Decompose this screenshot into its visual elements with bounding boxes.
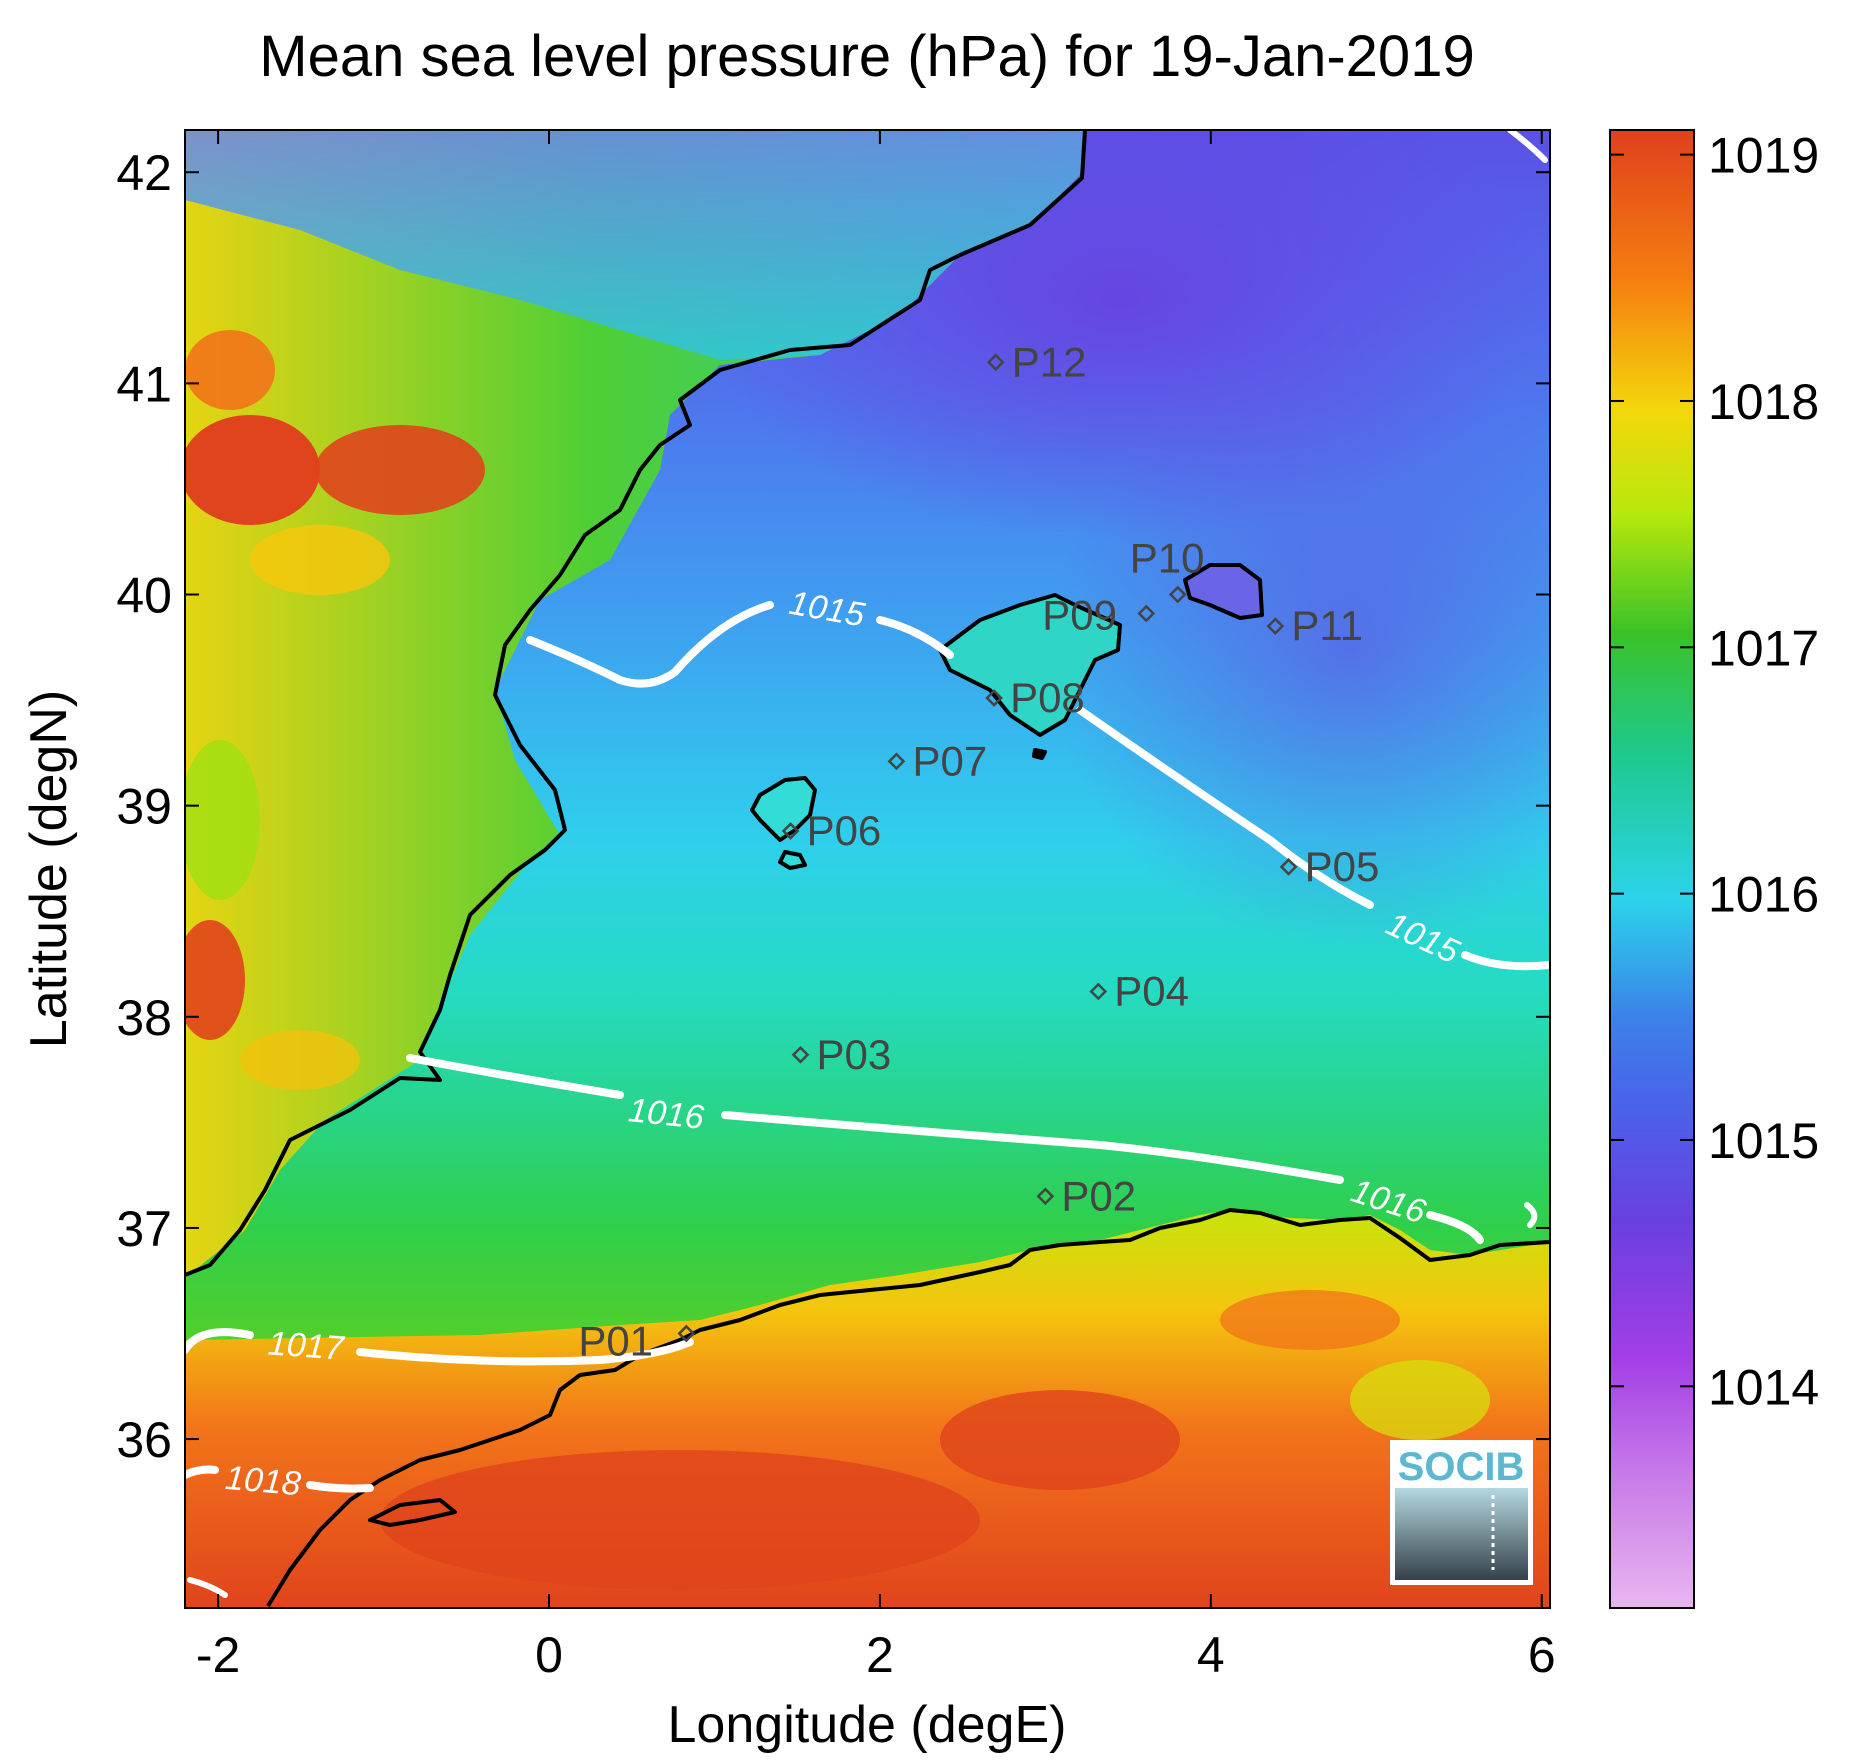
colorbar: 1019 1018 1017 1016 1015 1014: [1609, 128, 1819, 1609]
station-label-p08: P08: [1010, 674, 1085, 721]
station-marker-p07: [887, 752, 906, 771]
colorbar-ticks: 1019 1018 1017 1016 1015 1014: [1610, 128, 1819, 1415]
y-tick-label: 38: [116, 990, 172, 1046]
y-axis-label: Latitude (degN): [20, 690, 78, 1048]
x-axis-label: Longitude (degE): [668, 1696, 1067, 1754]
x-tick-label: 6: [1528, 1627, 1556, 1683]
coastlines: [185, 130, 1550, 1608]
y-tick-label: 40: [116, 568, 172, 624]
station-marker-p12: [986, 353, 1005, 372]
menorca-coast: [1183, 563, 1264, 620]
socib-logo: SOCIB: [1390, 1440, 1533, 1585]
contour-1015-north: [526, 601, 774, 688]
colorbar-tick-label: 1016: [1708, 867, 1819, 923]
contour-1015-east: [1076, 706, 1374, 909]
station-marker-p03: [791, 1045, 810, 1064]
station-label-p10: P10: [1130, 535, 1205, 582]
y-tick-label: 39: [116, 779, 172, 835]
station-marker-p09: [1137, 604, 1156, 623]
station-marker-p05: [1279, 858, 1298, 876]
pressure-field: 1015 1015 1016 1016 1017 1018 SOCIB: [185, 130, 1550, 1608]
map-frame: [184, 129, 1551, 1609]
x-tick-label: 2: [866, 1627, 894, 1683]
station-marker-p01: [677, 1324, 696, 1343]
station-marker-p10: [1168, 585, 1187, 604]
station-marker-p02: [1036, 1187, 1055, 1206]
station-label-p01: P01: [578, 1318, 653, 1365]
station-label-p07: P07: [912, 737, 987, 784]
station-label-p05: P05: [1305, 843, 1380, 890]
station-label-p11: P11: [1291, 602, 1363, 649]
y-tick-label: 42: [116, 145, 172, 201]
contour-1018: [185, 1465, 219, 1479]
station-label-p03: P03: [816, 1031, 891, 1078]
contour-label-1018: 1018: [224, 1459, 303, 1503]
x-tick-label: 0: [535, 1627, 563, 1683]
colorbar-gradient: [1609, 129, 1695, 1609]
x-axis: -2 0 2 4 6: [196, 130, 1556, 1683]
station-markers: P01 P02 P03 P04 P05 P06 P07 P08 P09 P10 P11 P12: [578, 338, 1379, 1364]
station-label-p12: P12: [1012, 338, 1087, 385]
y-tick-label: 36: [116, 1412, 172, 1468]
station-marker-p04: [1089, 982, 1108, 1001]
station-label-p02: P02: [1061, 1172, 1136, 1219]
mallorca-coast: [938, 593, 1122, 737]
contour-label-1017: 1017: [267, 1324, 346, 1367]
iberia-land: [185, 130, 1085, 1278]
x-tick-label: 4: [1197, 1627, 1225, 1683]
y-tick-label: 37: [116, 1201, 172, 1257]
contour-1017: [185, 1328, 254, 1354]
contour-label-1016-west: 1016: [627, 1091, 706, 1137]
colorbar-tick-label: 1015: [1708, 1113, 1819, 1169]
contour-lines: [185, 130, 1550, 1598]
colorbar-tick-label: 1019: [1708, 128, 1819, 184]
colorbar-tick-label: 1017: [1708, 620, 1819, 676]
figure-title: Mean sea level pressure (hPa) for 19-Jan…: [259, 24, 1474, 89]
contour-1016-west: [406, 1054, 624, 1099]
x-tick-label: -2: [196, 1627, 240, 1683]
y-tick-label: 41: [116, 356, 172, 412]
colorbar-tick-label: 1014: [1708, 1359, 1819, 1415]
station-marker-p08: [985, 689, 1003, 707]
station-marker-p11: [1266, 617, 1285, 636]
socib-logo-text: SOCIB: [1398, 1445, 1525, 1489]
ibiza-coast: [750, 776, 817, 842]
station-label-p09: P09: [1042, 592, 1117, 639]
colorbar-tick-label: 1018: [1708, 374, 1819, 430]
y-axis: 42 41 40 39 38 37 36: [116, 145, 1550, 1468]
station-label-p06: P06: [807, 807, 882, 854]
station-marker-p06: [781, 822, 800, 840]
station-label-p04: P04: [1114, 967, 1189, 1014]
